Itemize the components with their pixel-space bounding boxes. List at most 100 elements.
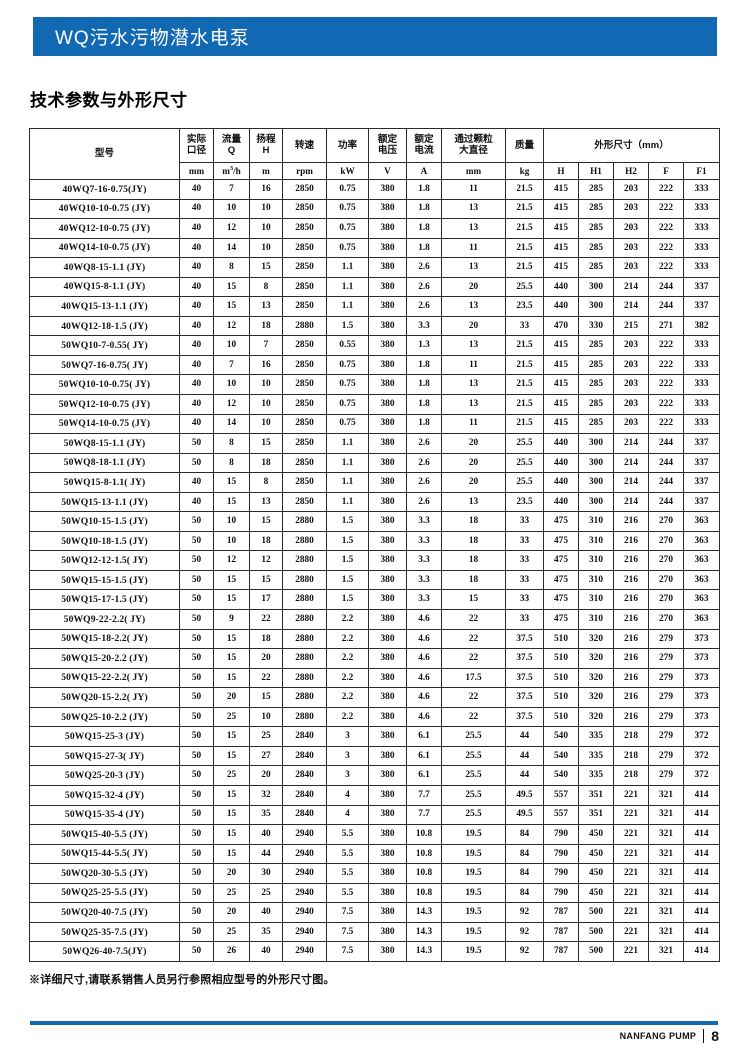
table-cell: 380: [368, 569, 407, 591]
table-cell: 2850: [282, 354, 327, 376]
table-cell: 13: [249, 491, 283, 513]
banner-title: WQ污水污物潜水电泵: [55, 28, 250, 49]
table-cell: 50: [179, 433, 214, 454]
table-cell: 19.5: [441, 941, 506, 962]
table-row: 50WQ12-10-0.75 (JY) 40 12 10 2850 0.75 380 1.8 1…: [29, 394, 720, 415]
table-cell: 2850: [282, 179, 327, 200]
table-cell: 20: [441, 276, 506, 298]
table-cell: 15: [441, 589, 506, 611]
table-cell: 50: [179, 863, 214, 884]
table-cell: 380: [368, 706, 407, 728]
table-cell: 12: [213, 218, 250, 239]
table-row: 50WQ15-27-3( JY) 50 15 27 2840 3 380 6.1 25.5 44 5…: [29, 745, 720, 767]
table-row: 50WQ15-25-3 (JY) 50 15 25 2840 3 380 6.1 25.5 44 5…: [29, 726, 720, 747]
table-cell: 510: [543, 706, 579, 728]
table-cell: 20: [441, 433, 506, 454]
table-cell: 15: [213, 804, 250, 826]
table-cell: 84: [505, 882, 544, 904]
table-cell: 5.5: [326, 843, 369, 865]
table-cell: 33: [505, 530, 544, 552]
table-cell: 15: [213, 745, 250, 767]
table-cell: 214: [613, 276, 649, 298]
footer-separator: [703, 1029, 705, 1043]
table-cell: 25: [213, 882, 250, 904]
table-cell: 10: [213, 511, 250, 532]
table-cell: 2850: [282, 257, 327, 278]
table-cell: 270: [648, 569, 684, 591]
table-cell: 49.5: [505, 804, 544, 826]
table-cell: 510: [543, 667, 579, 689]
table-cell: 15: [213, 648, 250, 669]
table-cell: 321: [648, 882, 684, 904]
table-cell: 5.5: [326, 863, 369, 884]
cell-model: 50WQ10-10-0.75( JY): [29, 374, 180, 396]
cell-model: 40WQ10-10-0.75 (JY): [29, 198, 180, 220]
table-cell: 1.1: [326, 472, 369, 493]
table-cell: 25.5: [441, 745, 506, 767]
table-cell: 26: [213, 941, 250, 962]
table-cell: 203: [613, 257, 649, 278]
table-cell: 351: [578, 804, 614, 826]
table-cell: 450: [578, 824, 614, 845]
table-cell: 25.5: [441, 804, 506, 826]
table-cell: 320: [578, 648, 614, 669]
table-cell: 333: [683, 335, 720, 356]
cell-model: 50WQ15-15-1.5 (JY): [29, 569, 180, 591]
table-cell: 4.6: [406, 687, 442, 708]
table-cell: 50: [179, 648, 214, 669]
table-cell: 40: [179, 354, 214, 376]
table-cell: 2880: [282, 589, 327, 611]
table-cell: 380: [368, 354, 407, 376]
table-cell: 25: [249, 882, 283, 904]
table-cell: 11: [441, 237, 506, 259]
table-cell: 279: [648, 745, 684, 767]
table-cell: 2940: [282, 921, 327, 943]
table-cell: 310: [578, 589, 614, 611]
table-cell: 0.75: [326, 413, 369, 435]
table-cell: 372: [683, 745, 720, 767]
table-cell: 440: [543, 296, 579, 317]
header-head: 扬程 H: [249, 128, 283, 163]
table-cell: 380: [368, 198, 407, 220]
table-cell: 15: [249, 569, 283, 591]
table-cell: 2850: [282, 218, 327, 239]
table-cell: 44: [505, 765, 544, 786]
table-cell: 271: [648, 315, 684, 337]
cell-model: 50WQ25-10-2.2 (JY): [29, 706, 180, 728]
table-cell: 7.5: [326, 941, 369, 962]
table-row: 50WQ20-15-2.2( JY) 50 20 15 2880 2.2 380 4.6 22 3…: [29, 687, 720, 708]
header-model: 型号: [29, 128, 180, 180]
table-cell: 8: [249, 472, 283, 493]
table-cell: 320: [578, 628, 614, 650]
table-cell: 22: [441, 706, 506, 728]
table-cell: 310: [578, 609, 614, 630]
table-cell: 32: [249, 784, 283, 806]
table-cell: 15: [249, 687, 283, 708]
table-cell: 333: [683, 374, 720, 396]
table-cell: 363: [683, 609, 720, 630]
table-cell: 18: [249, 315, 283, 337]
table-cell: 380: [368, 784, 407, 806]
table-cell: 1.8: [406, 354, 442, 376]
table-cell: 92: [505, 902, 544, 923]
table-cell: 13: [441, 491, 506, 513]
table-cell: 10: [249, 218, 283, 239]
table-cell: 19.5: [441, 824, 506, 845]
table-cell: 300: [578, 452, 614, 474]
table-cell: 222: [648, 394, 684, 415]
table-cell: 380: [368, 276, 407, 298]
table-cell: 8: [213, 257, 250, 278]
table-cell: 11: [441, 354, 506, 376]
table-cell: 10: [213, 198, 250, 220]
table-cell: 380: [368, 589, 407, 611]
table-cell: 380: [368, 433, 407, 454]
table-cell: 50: [179, 687, 214, 708]
table-cell: 15: [249, 257, 283, 278]
table-cell: 475: [543, 589, 579, 611]
table-cell: 40: [179, 179, 214, 200]
table-cell: 450: [578, 882, 614, 904]
table-cell: 216: [613, 589, 649, 611]
table-cell: 40: [179, 413, 214, 435]
table-cell: 337: [683, 452, 720, 474]
cell-model: 50WQ10-18-1.5 (JY): [29, 530, 180, 552]
